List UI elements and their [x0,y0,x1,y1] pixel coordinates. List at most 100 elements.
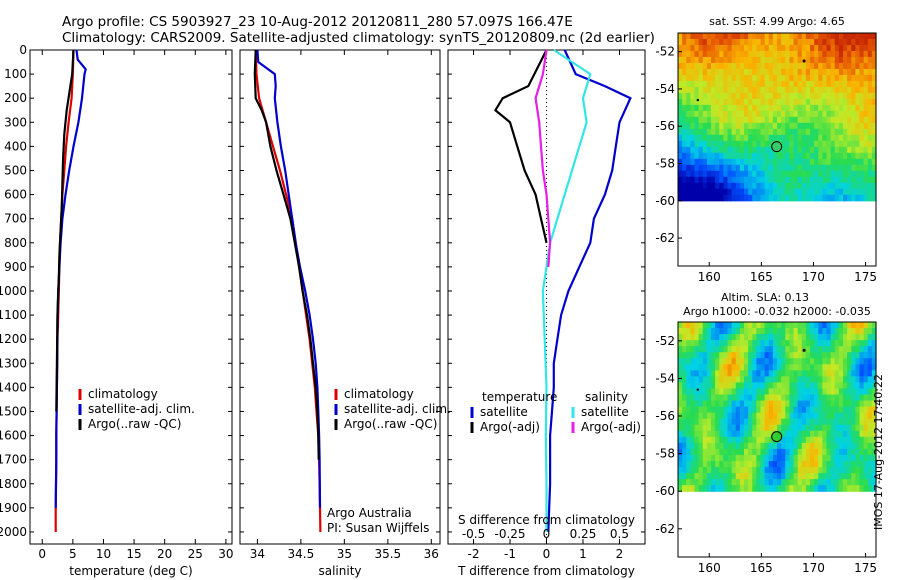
map-cell [867,128,873,136]
map-cell [871,56,877,64]
map-cell [760,98,766,106]
map-cell [855,388,861,396]
map-cell [863,436,869,444]
map-cell [871,98,877,106]
map-cell [739,412,745,420]
map-cell [834,400,840,408]
map-cell [801,418,807,426]
map-cell [801,92,807,100]
map-cell [735,442,741,450]
map-cell [748,473,753,480]
map-cell [822,406,828,414]
map-cell [702,44,708,52]
map-cell [851,460,856,468]
map-cell [822,334,828,341]
map-cell [847,448,852,456]
map-cell [810,412,815,420]
annotation-text: Argo Australia [327,506,412,520]
map-cell [690,116,696,124]
map-cell [706,322,712,329]
y-tick-label: 1600 [0,429,27,443]
map-cell [694,86,700,94]
map-cell [793,376,799,384]
map-cell [735,122,741,130]
map-cell [810,364,815,371]
map-cell [748,152,753,160]
map-cell [727,104,733,112]
map-cell [871,38,877,46]
map-cell [739,346,745,353]
map-cell [859,188,865,196]
map-cell [739,448,745,456]
map-cell [694,68,700,76]
map-cell [805,388,811,396]
map-cell [739,473,745,480]
map-cell [797,370,803,377]
legend-label: Argo(..raw -QC) [344,417,437,431]
map-cell [706,485,712,492]
map-cell [764,460,770,468]
map-cell [826,382,832,390]
map-cell [772,454,778,462]
map-cell [690,424,696,432]
map-cell [797,188,803,196]
map-cell [855,104,861,112]
map-cell [830,188,836,196]
map-cell [711,448,716,456]
map-cell [756,68,762,76]
map-cell [830,364,836,371]
map-cell [723,442,729,450]
map-cell [723,460,729,468]
map-cell [702,38,708,46]
map-cell [711,442,716,450]
map-cell [690,370,696,377]
map-cell [719,140,724,148]
map-cell [789,194,795,202]
map-cell [702,170,708,178]
map-cell [781,116,786,124]
map-cell [851,473,856,480]
map-cell [744,188,749,196]
map-cell [781,328,786,335]
map-cell [777,74,782,82]
map-cell [772,176,778,184]
map-cell [698,322,704,329]
map-cell [702,442,708,450]
map-cell [843,68,848,76]
map-cell [871,152,877,160]
map-cell [678,473,683,480]
map-cell [777,412,782,420]
map-cell [785,460,790,468]
map-cell [768,382,774,390]
map-cell [822,424,828,432]
map-cell [838,104,844,112]
map-cell [719,460,724,468]
map-cell [711,412,716,420]
map-cell [777,448,782,456]
map-cell [838,170,844,178]
map-cell [818,400,823,408]
map-cell [739,436,745,444]
map-cell [772,394,778,402]
map-cell [731,128,737,136]
map-cell [834,86,840,94]
map-cell [826,352,832,359]
map-cell [727,322,733,329]
map-cell [785,158,790,166]
map-cell [805,80,811,88]
x-tick-label: 160 [698,270,721,284]
map-cell [847,104,852,112]
map-cell [768,334,774,341]
map-cell [801,460,807,468]
map-cell [735,358,741,365]
map-cell [834,430,840,438]
map-cell [859,62,865,70]
map-cell [826,140,832,148]
map-cell [855,430,861,438]
map-cell [756,382,762,390]
map-cell [756,424,762,432]
map-cell [830,182,836,190]
map-cell [814,418,819,426]
map-cell [789,340,795,347]
x-tick-label: 170 [802,561,825,575]
